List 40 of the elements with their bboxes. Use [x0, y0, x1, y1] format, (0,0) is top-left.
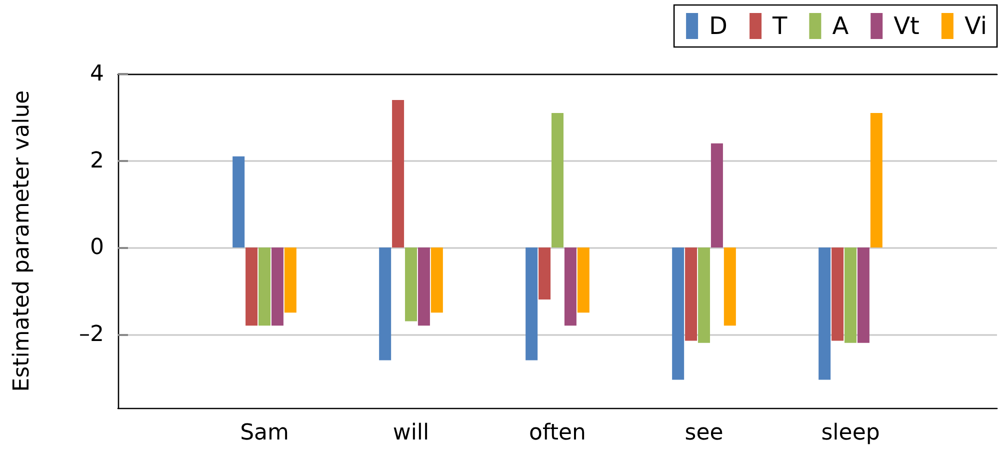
- bar: [710, 143, 723, 248]
- bar: [844, 248, 856, 343]
- bar: [379, 248, 392, 360]
- bar: [538, 248, 551, 300]
- y-tick-label: 4: [90, 62, 104, 86]
- legend-label: D: [709, 12, 728, 40]
- x-tick-label: sleep: [821, 420, 880, 446]
- bar: [552, 113, 564, 248]
- bar: [818, 248, 831, 380]
- bar: [246, 248, 258, 326]
- bar: [870, 113, 882, 248]
- bar: [418, 248, 430, 326]
- x-tick-label: Sam: [240, 420, 289, 446]
- bar: [405, 248, 417, 322]
- bar: [392, 100, 404, 248]
- y-tick-label: –2: [79, 322, 104, 347]
- y-tick-label: 2: [90, 148, 104, 174]
- x-tick-label: often: [529, 420, 586, 446]
- bar: [698, 248, 710, 343]
- x-tick-label: will: [392, 420, 430, 446]
- x-tick-label: see: [684, 420, 724, 446]
- legend-label: Vi: [964, 12, 988, 40]
- bar: [857, 248, 870, 343]
- legend-label: A: [832, 12, 850, 40]
- bar: [232, 156, 245, 248]
- bar: [258, 248, 270, 326]
- bar: [284, 248, 296, 313]
- bar: [271, 248, 284, 326]
- bar: [724, 248, 736, 326]
- y-tick-label: 0: [90, 235, 104, 260]
- bar: [564, 248, 576, 326]
- bar: [685, 248, 698, 341]
- bar: [577, 248, 590, 313]
- bar: [526, 248, 538, 360]
- bar: [672, 248, 684, 380]
- bar: [430, 248, 443, 313]
- bar: [832, 248, 844, 341]
- y-axis-title: Estimated parameter value: [10, 90, 34, 392]
- legend-label: Vt: [894, 12, 920, 40]
- legend-label: T: [772, 12, 788, 40]
